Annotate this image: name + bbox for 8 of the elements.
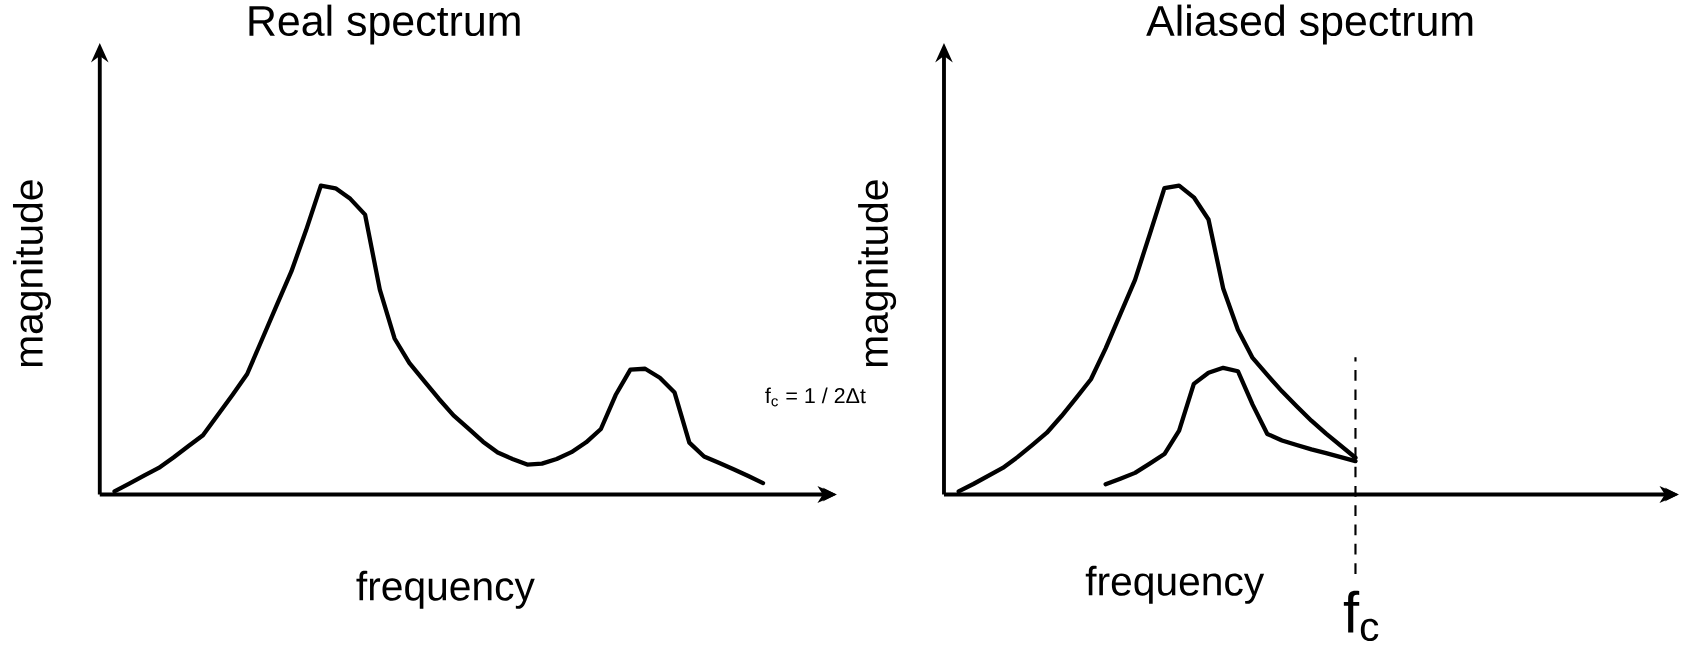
chart-title: Aliased spectrum bbox=[1146, 4, 1473, 45]
y-axis-title: magnitude bbox=[12, 180, 51, 366]
x-axis-title: frequency bbox=[356, 570, 535, 609]
x-axis-title: frequency bbox=[1085, 565, 1265, 604]
chart-title: Real spectrum bbox=[249, 4, 520, 45]
text: f$_{c}$ bbox=[1343, 590, 1379, 641]
y-axis-title: magnitude bbox=[858, 180, 897, 366]
annotation: f$_{c}$ = 1 / 2Δt bbox=[765, 387, 866, 407]
